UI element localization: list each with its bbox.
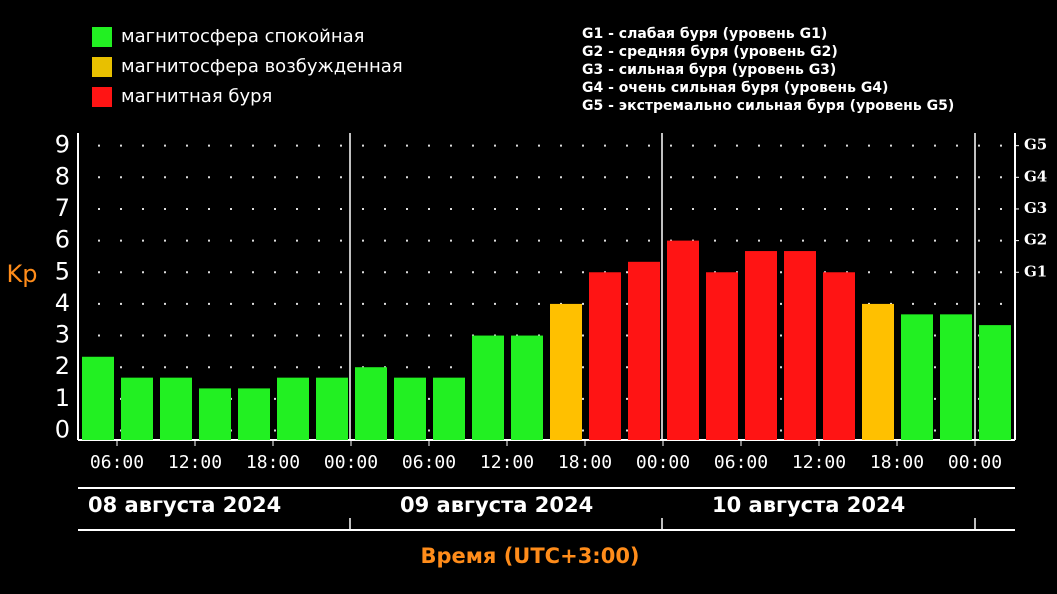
bar (511, 335, 543, 440)
x-tick-label: 18:00 (870, 452, 924, 473)
x-tick-label: 12:00 (480, 452, 534, 473)
storm-level: G3 - сильная буря (уровень G3) (582, 62, 836, 78)
bar (823, 272, 855, 440)
y2-tick-label: G1 (1024, 262, 1047, 280)
bar (277, 377, 309, 440)
bar (940, 314, 972, 440)
y-tick-label: 3 (55, 321, 70, 349)
legend-swatch (92, 27, 112, 47)
y2-tick-label: G3 (1024, 199, 1047, 217)
storm-level: G2 - средняя буря (уровень G2) (582, 44, 838, 60)
x-tick-label: 00:00 (948, 452, 1002, 473)
bar (472, 335, 504, 440)
bar (784, 251, 816, 440)
bar (667, 240, 699, 440)
y-tick-label: 8 (55, 162, 70, 190)
y-tick-label: 5 (55, 257, 70, 285)
x-tick-label: 06:00 (714, 452, 768, 473)
x-tick-label: 06:00 (402, 452, 456, 473)
y-tick-label: 0 (55, 416, 70, 444)
x-tick-label: 18:00 (558, 452, 612, 473)
y-tick-label: 9 (55, 131, 70, 159)
y2-tick-label: G5 (1024, 136, 1047, 154)
legend-swatch (92, 57, 112, 77)
x-tick-label: 18:00 (246, 452, 300, 473)
bar (979, 325, 1011, 440)
bar (82, 356, 114, 440)
storm-level: G5 - экстремально сильная буря (уровень … (582, 98, 954, 114)
bar (550, 303, 582, 440)
bar (628, 261, 660, 440)
x-axis-label: Время (UTC+3:00) (420, 544, 639, 568)
x-tick-label: 06:00 (90, 452, 144, 473)
y2-tick-label: G4 (1024, 167, 1047, 185)
y2-tick-label: G2 (1024, 231, 1047, 249)
day-label: 08 августа 2024 (88, 493, 281, 517)
bar (706, 272, 738, 440)
y-tick-label: 4 (55, 289, 70, 317)
bar (901, 314, 933, 440)
y-axis-label: Kp (7, 260, 38, 288)
x-tick-label: 00:00 (636, 452, 690, 473)
bar (862, 303, 894, 440)
y-tick-label: 6 (55, 226, 70, 254)
bar (394, 377, 426, 440)
legend-label: магнитосфера спокойная (121, 26, 364, 47)
y-tick-label: 7 (55, 194, 70, 222)
bar (238, 388, 270, 440)
bar (199, 388, 231, 440)
bar (589, 272, 621, 440)
legend-label: магнитная буря (121, 86, 272, 107)
bar (745, 251, 777, 440)
x-tick-label: 12:00 (792, 452, 846, 473)
x-tick-label: 12:00 (168, 452, 222, 473)
bar (160, 377, 192, 440)
legend-swatch (92, 87, 112, 107)
bar (316, 377, 348, 440)
legend-label: магнитосфера возбужденная (121, 56, 403, 77)
x-tick-label: 00:00 (324, 452, 378, 473)
bar (433, 377, 465, 440)
day-label: 09 августа 2024 (400, 493, 593, 517)
y-tick-label: 1 (55, 384, 70, 412)
bar (355, 367, 387, 440)
bar (121, 377, 153, 440)
day-label: 10 августа 2024 (712, 493, 905, 517)
y-tick-label: 2 (55, 352, 70, 380)
storm-level: G4 - очень сильная буря (уровень G4) (582, 80, 888, 96)
storm-level: G1 - слабая буря (уровень G1) (582, 26, 827, 42)
